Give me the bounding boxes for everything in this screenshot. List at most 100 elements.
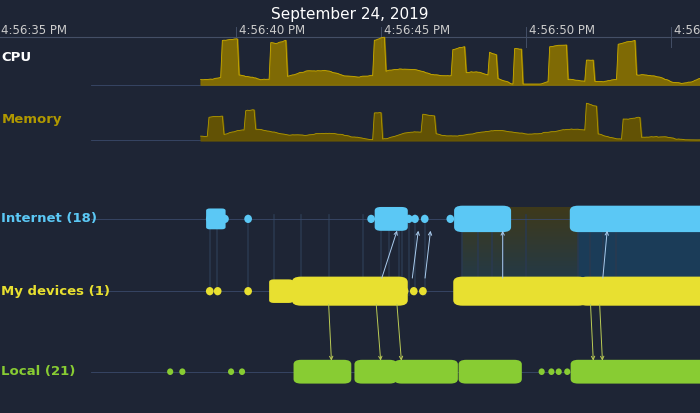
Ellipse shape: [410, 287, 418, 295]
Ellipse shape: [206, 215, 214, 223]
Ellipse shape: [556, 368, 562, 375]
Bar: [463, 224, 578, 226]
FancyBboxPatch shape: [293, 360, 351, 384]
Ellipse shape: [499, 287, 507, 295]
Ellipse shape: [239, 368, 245, 375]
Ellipse shape: [214, 215, 221, 223]
Ellipse shape: [368, 215, 375, 223]
Bar: [463, 266, 578, 268]
Bar: [463, 242, 578, 244]
Ellipse shape: [244, 287, 252, 295]
FancyBboxPatch shape: [454, 206, 511, 232]
Bar: [463, 221, 578, 223]
Ellipse shape: [596, 215, 604, 223]
Bar: [463, 218, 578, 219]
Text: 4:56:55 PM: 4:56:55 PM: [674, 24, 700, 38]
Bar: [463, 247, 578, 249]
Bar: [463, 297, 578, 299]
Bar: [578, 206, 700, 304]
Bar: [463, 229, 578, 231]
FancyBboxPatch shape: [292, 277, 408, 306]
Ellipse shape: [221, 215, 229, 223]
Ellipse shape: [411, 215, 419, 223]
FancyBboxPatch shape: [570, 360, 700, 384]
Bar: [463, 256, 578, 258]
Bar: [463, 255, 578, 256]
Ellipse shape: [386, 215, 393, 223]
Ellipse shape: [573, 368, 579, 375]
Ellipse shape: [623, 215, 631, 223]
Bar: [463, 228, 578, 229]
Text: 4:56:45 PM: 4:56:45 PM: [384, 24, 451, 38]
Ellipse shape: [538, 368, 545, 375]
Bar: [463, 287, 578, 289]
Ellipse shape: [564, 368, 570, 375]
Ellipse shape: [475, 215, 482, 223]
Ellipse shape: [490, 368, 496, 375]
Ellipse shape: [270, 287, 277, 295]
Bar: [463, 216, 578, 218]
Bar: [463, 284, 578, 286]
Bar: [463, 208, 578, 210]
Text: Local (21): Local (21): [1, 365, 76, 378]
Text: 4:56:50 PM: 4:56:50 PM: [529, 24, 595, 38]
Bar: [463, 279, 578, 281]
Text: Memory: Memory: [1, 113, 62, 126]
Bar: [463, 265, 578, 266]
Bar: [463, 237, 578, 239]
FancyBboxPatch shape: [570, 206, 700, 232]
Bar: [463, 299, 578, 300]
Bar: [463, 240, 578, 242]
Bar: [463, 270, 578, 271]
Ellipse shape: [474, 287, 482, 295]
Bar: [463, 235, 578, 237]
FancyBboxPatch shape: [269, 279, 293, 303]
Bar: [463, 245, 578, 247]
Ellipse shape: [605, 287, 612, 295]
Bar: [463, 273, 578, 274]
Bar: [463, 206, 578, 208]
Text: September 24, 2019: September 24, 2019: [272, 7, 428, 22]
Bar: [463, 300, 578, 302]
Bar: [463, 244, 578, 245]
Bar: [463, 286, 578, 287]
Ellipse shape: [486, 287, 494, 295]
Bar: [463, 231, 578, 233]
Text: 4:56:40 PM: 4:56:40 PM: [239, 24, 306, 38]
Bar: [463, 291, 578, 292]
Bar: [463, 271, 578, 273]
Ellipse shape: [421, 215, 428, 223]
Bar: [463, 219, 578, 221]
Ellipse shape: [214, 287, 221, 295]
Ellipse shape: [472, 368, 477, 375]
Bar: [463, 263, 578, 265]
Text: My devices (1): My devices (1): [1, 285, 111, 298]
Bar: [463, 281, 578, 282]
Bar: [463, 250, 578, 252]
Ellipse shape: [377, 215, 385, 223]
Ellipse shape: [499, 215, 507, 223]
Bar: [463, 295, 578, 297]
Ellipse shape: [617, 287, 624, 295]
Ellipse shape: [603, 215, 610, 223]
Ellipse shape: [419, 287, 427, 295]
Ellipse shape: [391, 287, 399, 295]
Bar: [463, 234, 578, 235]
Bar: [463, 302, 578, 304]
Ellipse shape: [179, 368, 186, 375]
Ellipse shape: [401, 287, 409, 295]
Text: Internet (18): Internet (18): [1, 212, 97, 225]
Ellipse shape: [596, 287, 604, 295]
Ellipse shape: [480, 368, 486, 375]
FancyBboxPatch shape: [206, 209, 225, 229]
Ellipse shape: [488, 215, 496, 223]
Bar: [463, 276, 578, 278]
FancyBboxPatch shape: [374, 207, 408, 231]
Bar: [463, 274, 578, 276]
Ellipse shape: [405, 215, 413, 223]
FancyBboxPatch shape: [458, 360, 522, 384]
Ellipse shape: [206, 287, 214, 295]
Bar: [463, 239, 578, 240]
Bar: [463, 289, 578, 291]
Bar: [463, 258, 578, 260]
